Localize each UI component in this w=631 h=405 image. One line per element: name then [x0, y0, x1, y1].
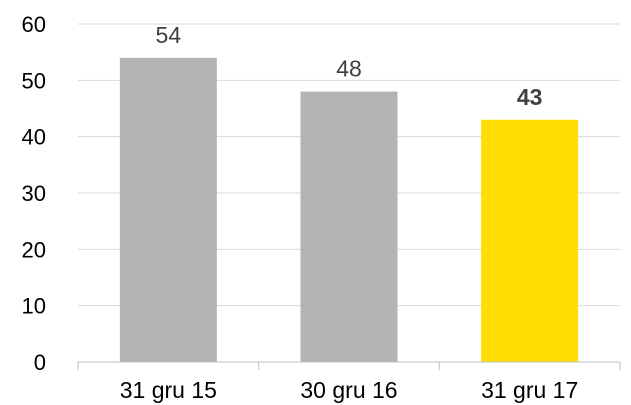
- data-label-2: 48: [336, 56, 362, 82]
- y-tick-label: 40: [22, 125, 46, 150]
- x-axis: 31 gru 15 30 gru 16 31 gru 17: [77, 361, 621, 403]
- x-category-label: 31 gru 15: [120, 377, 217, 403]
- bar-2: [300, 91, 398, 362]
- y-tick-label: 20: [22, 237, 46, 262]
- y-tick-label: 10: [22, 294, 46, 319]
- y-tick-label: 50: [22, 68, 46, 93]
- data-label-3: 43: [517, 84, 543, 110]
- bar-1: [119, 57, 217, 363]
- x-category-label: 30 gru 16: [300, 377, 397, 403]
- bar-3: [481, 119, 579, 363]
- x-category-label: 31 gru 17: [481, 377, 578, 403]
- y-tick-label: 30: [22, 181, 46, 206]
- data-labels: 54 48 43: [156, 22, 543, 110]
- y-tick-label: 60: [22, 12, 46, 37]
- y-axis-tick-labels: 0 10 20 30 40 50 60: [22, 12, 46, 375]
- data-label-1: 54: [156, 22, 182, 48]
- bars: [119, 57, 579, 363]
- y-tick-label: 0: [34, 350, 46, 375]
